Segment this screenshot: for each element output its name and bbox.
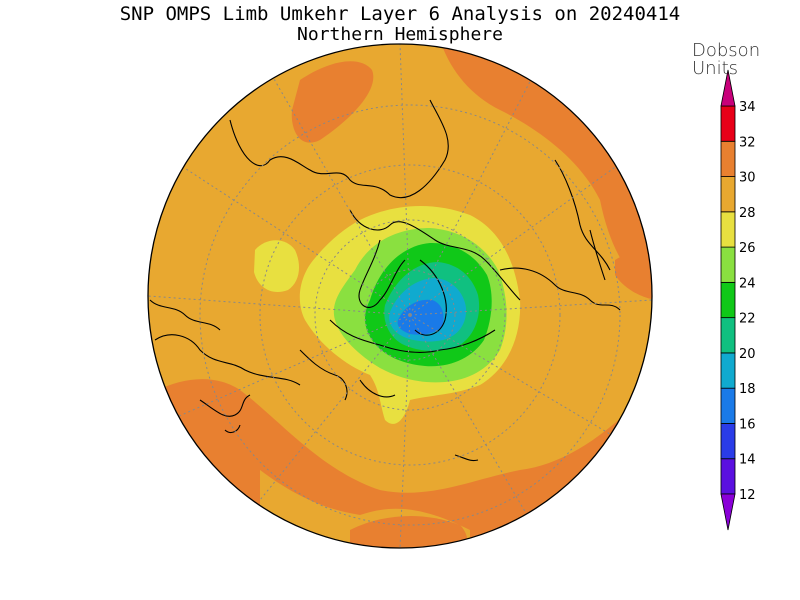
colorbar-label-22: 22 [739,312,756,327]
colorbar-label-24: 24 [739,276,756,291]
colorbar-label-28: 28 [739,206,756,221]
colorbar-segment-14-16 [720,423,736,460]
colorbar-label-18: 18 [739,382,756,397]
coastlines [149,99,621,462]
map-subtitle: Northern Hemisphere [297,24,503,45]
colorbar-segment-18-20 [720,352,736,389]
colorbar-segment-20-22 [720,317,736,354]
colorbar-label-32: 32 [739,135,756,150]
graticule [148,44,652,548]
field-30-32-northeast [440,44,652,290]
map-boundary [147,43,653,549]
colorbar-label-26: 26 [739,241,756,256]
colorbar-label-16: 16 [739,417,756,432]
field-30-32-east [615,254,652,300]
colorbar-segment-12-14 [720,458,736,495]
colorbar-segment-24-26 [720,246,736,283]
colorbar-segment-16-18 [720,387,736,424]
colorbar-segment-32-34 [720,105,736,142]
colorbar-label-34: 34 [739,100,756,115]
map-title: SNP OMPS Limb Umkehr Layer 6 Analysis on… [119,3,681,25]
colorbar-segment-28-30 [720,176,736,213]
colorbar-label-14: 14 [739,453,756,468]
field-30-32-south-patch [350,516,468,548]
colorbar-label-12: 12 [739,488,756,503]
field-30-32-north [291,61,374,143]
colorbar-unit-line2: Units [692,58,739,79]
colorbar-label-20: 20 [739,347,756,362]
colorbar-unit-line1: Dobson [692,40,761,61]
field-26-28-west [254,240,300,292]
colorbar-segment-22-24 [720,281,736,319]
colorbar-over-triangle [720,69,736,107]
colorbar-segment-26-28 [720,211,736,248]
colorbar-under-triangle [720,493,736,531]
colorbar-label-30: 30 [739,171,756,186]
colorbar-segment-30-32 [720,140,736,177]
